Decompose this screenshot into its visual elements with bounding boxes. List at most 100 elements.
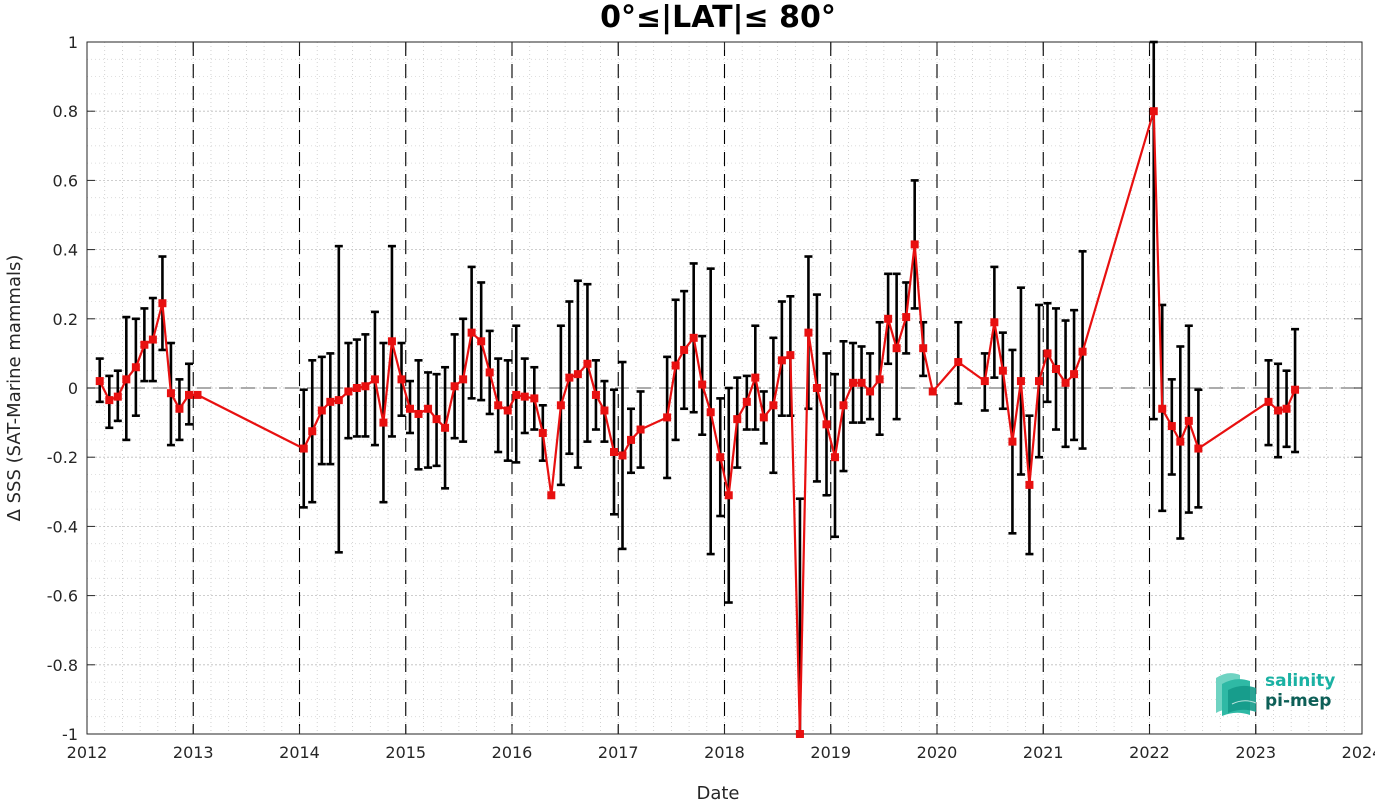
data-point bbox=[573, 370, 582, 379]
error-bar bbox=[866, 352, 875, 421]
y-tick-label: 0.2 bbox=[53, 310, 78, 329]
data-point bbox=[299, 444, 308, 453]
data-point bbox=[503, 406, 512, 415]
data-point bbox=[716, 453, 725, 462]
data-point bbox=[308, 427, 317, 436]
data-point bbox=[140, 340, 149, 349]
data-point bbox=[1167, 422, 1176, 431]
x-tick-label: 2012 bbox=[67, 743, 108, 762]
year-dividers bbox=[192, 42, 1257, 734]
data-point bbox=[618, 451, 627, 460]
data-markers bbox=[95, 107, 1300, 738]
data-point bbox=[928, 387, 937, 396]
data-point bbox=[769, 401, 778, 410]
data-point bbox=[1264, 397, 1273, 406]
y-axis-label: Δ SSS (SAT-Marine mammals) bbox=[4, 255, 25, 522]
data-point bbox=[370, 375, 379, 384]
data-point bbox=[122, 375, 131, 384]
data-point bbox=[467, 328, 476, 337]
data-point bbox=[831, 453, 839, 462]
data-point bbox=[1282, 404, 1291, 413]
data-point bbox=[1158, 404, 1167, 413]
data-point bbox=[583, 359, 592, 368]
x-tick-label: 2018 bbox=[704, 743, 745, 762]
logo-wave-icon bbox=[1216, 673, 1257, 716]
data-point bbox=[1149, 107, 1158, 116]
data-point bbox=[565, 373, 574, 382]
data-point bbox=[910, 240, 919, 249]
data-point bbox=[1070, 370, 1079, 379]
data-point bbox=[1035, 377, 1043, 386]
data-point bbox=[600, 406, 609, 415]
data-point bbox=[1274, 406, 1283, 415]
data-point bbox=[538, 428, 547, 437]
logo-line2: pi-mep bbox=[1265, 691, 1331, 711]
data-point bbox=[636, 425, 645, 434]
x-tick-label: 2023 bbox=[1235, 743, 1276, 762]
data-point bbox=[777, 356, 786, 365]
y-tick-label: 0.4 bbox=[53, 241, 78, 260]
data-point bbox=[724, 491, 733, 500]
data-point bbox=[1016, 377, 1025, 386]
error-bar bbox=[424, 371, 433, 469]
data-point bbox=[822, 420, 831, 429]
x-tick-label: 2021 bbox=[1023, 743, 1064, 762]
data-point bbox=[432, 415, 441, 424]
data-point bbox=[698, 380, 707, 389]
data-point bbox=[414, 409, 423, 418]
x-tick-label: 2015 bbox=[385, 743, 426, 762]
error-bar bbox=[326, 352, 335, 466]
y-tick-label: -0.8 bbox=[47, 656, 78, 675]
data-point bbox=[795, 730, 804, 738]
data-point bbox=[1194, 444, 1203, 453]
y-tick-label: -0.4 bbox=[47, 517, 78, 536]
data-point bbox=[334, 396, 343, 405]
data-point bbox=[627, 435, 635, 444]
data-point bbox=[424, 404, 433, 413]
data-point bbox=[148, 335, 157, 344]
data-point bbox=[804, 328, 813, 337]
logo-line1: salinity bbox=[1265, 671, 1335, 691]
data-point bbox=[1025, 480, 1034, 489]
data-point bbox=[185, 390, 193, 399]
x-axis-label: Date bbox=[696, 783, 739, 801]
data-point bbox=[839, 401, 848, 410]
data-point bbox=[998, 366, 1007, 375]
y-tick-labels: 1 0.8 0.6 0.4 0.2 0 -0.2 -0.4 -0.6 -0.8 -1 bbox=[47, 33, 78, 744]
data-point bbox=[547, 491, 556, 500]
data-point bbox=[733, 415, 742, 424]
y-tick-label: 0.8 bbox=[53, 102, 78, 121]
data-point bbox=[113, 392, 122, 401]
data-point bbox=[530, 394, 539, 403]
axis-ticks bbox=[86, 41, 1363, 735]
data-point bbox=[361, 382, 370, 391]
data-point bbox=[857, 378, 866, 387]
data-point bbox=[742, 397, 751, 406]
data-point bbox=[477, 337, 486, 346]
chart-title: 0°≤|LAT|≤ 80° bbox=[600, 0, 836, 35]
x-tick-label: 2016 bbox=[492, 743, 533, 762]
data-point bbox=[485, 368, 494, 377]
data-point bbox=[1078, 347, 1087, 356]
data-point bbox=[706, 408, 715, 417]
data-point bbox=[610, 448, 618, 457]
data-point bbox=[1291, 385, 1300, 394]
data-point bbox=[387, 337, 396, 346]
data-point bbox=[1184, 416, 1193, 425]
data-point bbox=[450, 382, 459, 391]
data-point bbox=[317, 406, 326, 415]
y-tick-label: -0.6 bbox=[47, 587, 78, 606]
data-point bbox=[352, 384, 361, 392]
y-tick-label: 0 bbox=[68, 379, 78, 398]
data-point bbox=[954, 358, 963, 367]
x-tick-label: 2014 bbox=[279, 743, 320, 762]
data-point bbox=[591, 390, 600, 399]
data-point bbox=[1008, 437, 1017, 446]
data-point bbox=[397, 375, 406, 384]
x-tick-label: 2017 bbox=[598, 743, 639, 762]
data-point bbox=[95, 377, 104, 386]
data-point bbox=[158, 299, 167, 308]
data-point bbox=[980, 377, 989, 386]
x-tick-label: 2024 bbox=[1342, 743, 1375, 762]
data-point bbox=[1061, 378, 1070, 387]
